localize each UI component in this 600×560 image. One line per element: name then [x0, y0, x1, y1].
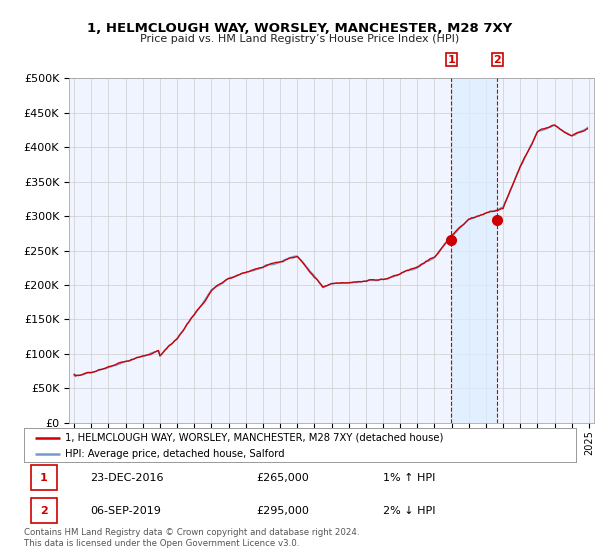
Text: 2: 2	[40, 506, 48, 516]
Text: £295,000: £295,000	[256, 506, 309, 516]
Text: 1% ↑ HPI: 1% ↑ HPI	[383, 473, 435, 483]
FancyBboxPatch shape	[31, 465, 57, 490]
Bar	[451, 78, 497, 423]
Text: Price paid vs. HM Land Registry’s House Price Index (HPI): Price paid vs. HM Land Registry’s House …	[140, 34, 460, 44]
Text: 2% ↓ HPI: 2% ↓ HPI	[383, 506, 436, 516]
Text: 1: 1	[40, 473, 48, 483]
Text: 2: 2	[494, 55, 501, 64]
Text: 1: 1	[447, 55, 455, 64]
Text: £265,000: £265,000	[256, 473, 308, 483]
Text: 1, HELMCLOUGH WAY, WORSLEY, MANCHESTER, M28 7XY: 1, HELMCLOUGH WAY, WORSLEY, MANCHESTER, …	[88, 22, 512, 35]
Text: Contains HM Land Registry data © Crown copyright and database right 2024.
This d: Contains HM Land Registry data © Crown c…	[24, 528, 359, 548]
Text: 06-SEP-2019: 06-SEP-2019	[90, 506, 161, 516]
Text: HPI: Average price, detached house, Salford: HPI: Average price, detached house, Salf…	[65, 449, 285, 459]
Text: 23-DEC-2016: 23-DEC-2016	[90, 473, 164, 483]
FancyBboxPatch shape	[31, 498, 57, 523]
Text: 1, HELMCLOUGH WAY, WORSLEY, MANCHESTER, M28 7XY (detached house): 1, HELMCLOUGH WAY, WORSLEY, MANCHESTER, …	[65, 433, 444, 443]
